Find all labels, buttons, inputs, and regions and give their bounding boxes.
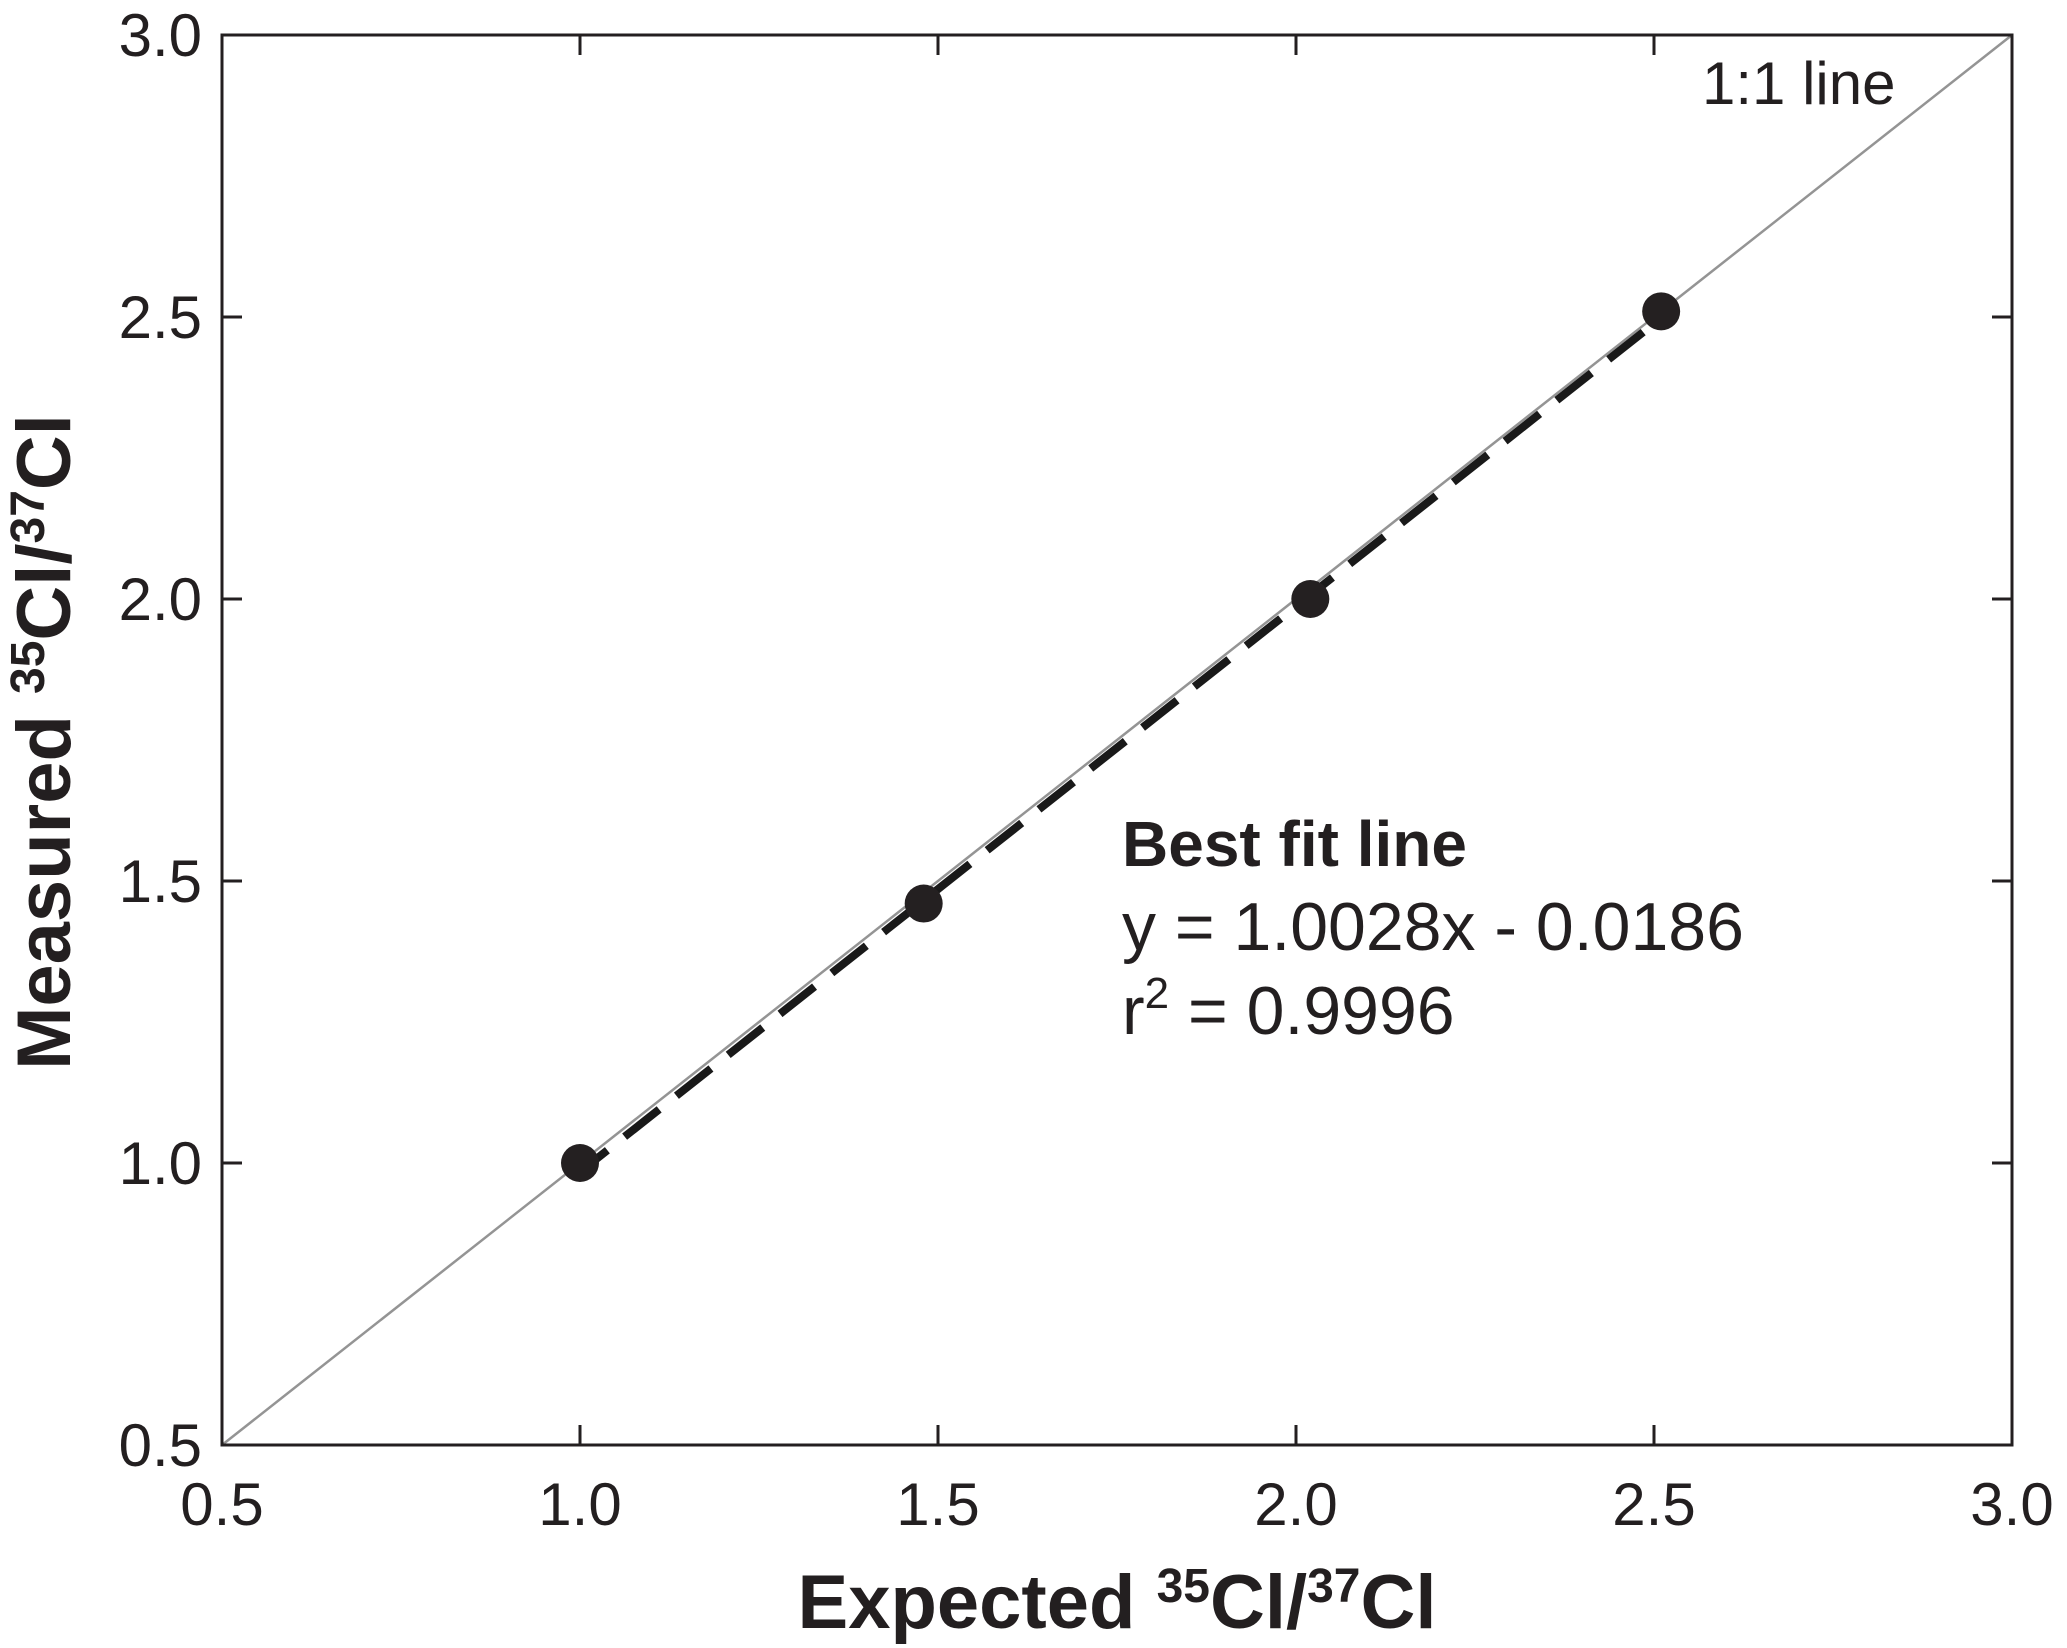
y-tick-label: 2.5 <box>119 284 202 351</box>
x-axis-title: Expected 35Cl/37Cl <box>798 1560 1437 1645</box>
y-tick-label: 0.5 <box>119 1412 202 1479</box>
one-to-one-line <box>221 34 2013 1446</box>
data-point <box>1291 580 1330 618</box>
y-tick-label: 2.0 <box>119 566 202 633</box>
fit-annotation-r-squared: r2 = 0.9996 <box>1122 969 1455 1049</box>
data-point <box>561 1144 599 1182</box>
x-tick-label: 1.0 <box>538 1471 621 1538</box>
best-fit-annotation: Best fit line y = 1.0028x - 0.0186 r2 = … <box>1122 808 1744 1049</box>
fit-annotation-equation: y = 1.0028x - 0.0186 <box>1122 889 1744 965</box>
y-tick-label: 3.0 <box>119 2 202 69</box>
x-tick-label: 1.5 <box>896 1471 979 1538</box>
y-tick-label: 1.0 <box>119 1130 202 1197</box>
x-tick-label: 0.5 <box>180 1471 263 1538</box>
fit-annotation-title: Best fit line <box>1122 808 1467 880</box>
best-fit-line <box>570 309 1671 1181</box>
data-point <box>1642 292 1681 331</box>
x-tick-label: 2.0 <box>1254 1471 1337 1538</box>
data-point <box>904 884 943 923</box>
x-tick-label: 3.0 <box>1970 1471 2053 1538</box>
y-axis-title: Measured 35Cl/37Cl <box>2 414 87 1070</box>
one-to-one-line-label: 1:1 line <box>1702 50 1895 117</box>
axis-frame <box>220 33 2014 1447</box>
y-tick-label: 1.5 <box>119 848 202 915</box>
x-tick-label: 2.5 <box>1612 1471 1695 1538</box>
